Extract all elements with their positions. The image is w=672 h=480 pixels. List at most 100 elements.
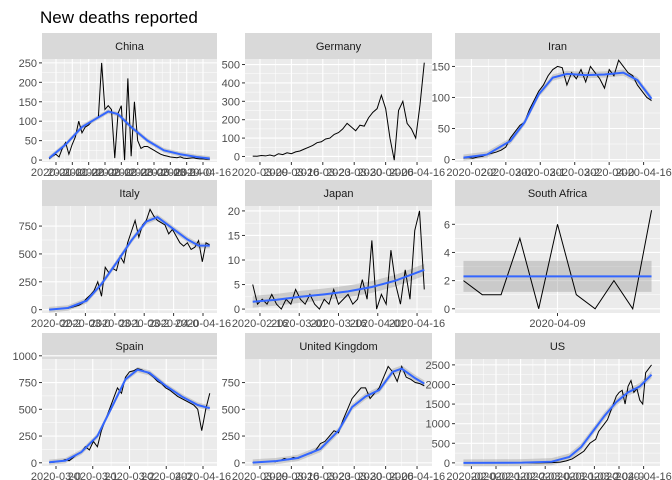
panel-china: China0501001502002502020-01-12020-01-220… — [19, 33, 231, 179]
strip — [245, 333, 432, 359]
x-tick-label: 2020-03-23 — [295, 471, 351, 480]
panel-spain: Spain025050075010002020-03-02020-03-1202… — [13, 333, 231, 480]
y-tick-label: 250 — [19, 58, 37, 70]
strip-label: United Kingdom — [299, 341, 377, 353]
strip-label: Japan — [324, 188, 354, 200]
x-tick-label: 2020-04-01 — [350, 318, 406, 330]
strip-label: US — [550, 341, 565, 353]
y-tick-label: 750 — [19, 378, 37, 390]
x-tick-label: 2020-03-0 — [520, 471, 570, 480]
x-tick-label: 2020-03-23 — [295, 167, 351, 179]
y-tick-label: 0 — [234, 151, 240, 163]
x-tick-label: 2020-04-16 — [615, 471, 671, 480]
smooth-trend-line — [49, 368, 211, 464]
x-tick-label: 2020-02-1 — [471, 471, 521, 480]
y-tick-label: 200 — [19, 77, 37, 89]
x-tick-label: 2020-04-16 — [389, 318, 445, 330]
x-tick-label: 2020-03-0 — [113, 167, 163, 179]
y-tick-label: 250 — [19, 431, 37, 443]
x-tick-label: 2020-04-16 — [615, 167, 671, 179]
x-tick-label: 2020-02-2 — [446, 167, 496, 179]
y-tick-label: 50 — [25, 136, 37, 148]
smooth-trend-line — [48, 110, 210, 160]
y-tick-label: 300 — [222, 96, 240, 108]
strip — [455, 33, 660, 59]
y-tick-label: 100 — [222, 133, 240, 145]
smooth-trend-line — [49, 216, 210, 311]
smooth-trend-line — [463, 373, 653, 464]
x-tick-label: 2020-03-16 — [263, 167, 319, 179]
x-tick-label: 2020-02-2 — [496, 471, 546, 480]
y-tick-label: 500 — [19, 249, 37, 261]
strip-label: Iran — [548, 41, 567, 53]
x-tick-label: 2020-03-2 — [550, 167, 600, 179]
x-tick-label: 2020-03-1 — [68, 471, 118, 480]
x-tick-label: 2020-04-16 — [175, 167, 231, 179]
y-tick-label: 0 — [31, 305, 37, 317]
x-tick-label: 2020-04-06 — [357, 471, 413, 480]
y-tick-label: 200 — [222, 115, 240, 127]
panel-united-kingdom: United Kingdom02505007502020-03-092020-0… — [222, 333, 445, 480]
y-tick-label: 500 — [222, 404, 240, 416]
x-tick-label: 2020-03-0 — [481, 167, 531, 179]
raw-series-line — [463, 59, 652, 159]
strip — [455, 180, 660, 206]
raw-series-line — [49, 208, 211, 310]
panel-germany: Germany01002003004005002020-03-092020-03… — [222, 33, 445, 179]
x-tick-label: 2020-04-06 — [357, 167, 413, 179]
x-tick-label: 2020-03-0 — [31, 471, 81, 480]
y-tick-label: 750 — [19, 221, 37, 233]
y-tick-label: 150 — [19, 97, 37, 109]
x-tick-label: 2020-03-01 — [271, 318, 327, 330]
x-tick-label: 2020-02-0 — [446, 471, 496, 480]
x-tick-label: 2020-02-2 — [31, 318, 81, 330]
y-tick-label: 4 — [444, 247, 450, 259]
x-tick-label: 2020-02-2 — [96, 167, 146, 179]
x-tick-label: 2020-03-09 — [232, 167, 288, 179]
x-tick-label: 2020-04-0 — [594, 471, 644, 480]
panel-south-africa: South Africa 0 2 4 6 2020-04-09 — [444, 180, 660, 330]
strip-label: Spain — [115, 341, 143, 353]
y-tick-label: 250 — [19, 277, 37, 289]
strip — [455, 333, 660, 359]
x-tick-label: 2020-03-2 — [569, 471, 619, 480]
strip — [245, 180, 432, 206]
y-tick-label: 0 — [444, 304, 450, 316]
x-tick-label: 2020-02-16 — [232, 318, 288, 330]
y-tick-label: 0 — [31, 458, 37, 470]
y-tick-label: 250 — [222, 431, 240, 443]
y-tick-label: 1000 — [13, 351, 37, 363]
x-tick-label: 2020-04-16 — [175, 471, 231, 480]
x-tick-label: 2020-02-0 — [64, 167, 114, 179]
y-tick-label: 0 — [444, 155, 450, 167]
y-tick-label: 5 — [234, 280, 240, 292]
x-tick-label: 2020-01-2 — [47, 167, 97, 179]
panel-us: US 0 500 1000 1500 2000 2500 2020-02-02020-02-1… — [426, 333, 672, 480]
x-tick-label: 2020-03-30 — [326, 167, 382, 179]
y-tick-label: 1500 — [426, 399, 450, 411]
y-tick-label: 150 — [432, 61, 450, 73]
y-tick-label: 1000 — [426, 419, 450, 431]
y-tick-label: 0 — [234, 304, 240, 316]
x-tick-label: 2020-01-1 — [31, 167, 81, 179]
x-tick-label: 2020-04-16 — [175, 318, 231, 330]
x-tick-label: 2020-03-2 — [104, 471, 154, 480]
x-tick-label: 2020-03-2 — [145, 167, 195, 179]
x-tick-label: 2020-04-0 — [149, 318, 199, 330]
y-tick-label: 400 — [222, 78, 240, 90]
x-tick-label: 2020-03-16 — [263, 471, 319, 480]
x-tick-label: 2020-03-16 — [310, 318, 366, 330]
y-tick-label: 10 — [228, 255, 240, 267]
panel-iran: Iran 0 50 100 150 2020-02-22020-03-02020-03-1… — [432, 33, 672, 179]
strip-label: Germany — [316, 41, 362, 53]
y-tick-label: 50 — [438, 123, 450, 135]
strip — [245, 33, 432, 59]
y-tick-label: 2 — [444, 276, 450, 288]
strip — [42, 333, 217, 359]
smooth-trend-line — [463, 71, 653, 159]
x-tick-label: 2020-03-30 — [326, 471, 382, 480]
raw-series-line — [252, 210, 425, 310]
chart-title: New deaths reported — [40, 8, 198, 27]
x-tick-label: 2020-03-1 — [129, 167, 179, 179]
